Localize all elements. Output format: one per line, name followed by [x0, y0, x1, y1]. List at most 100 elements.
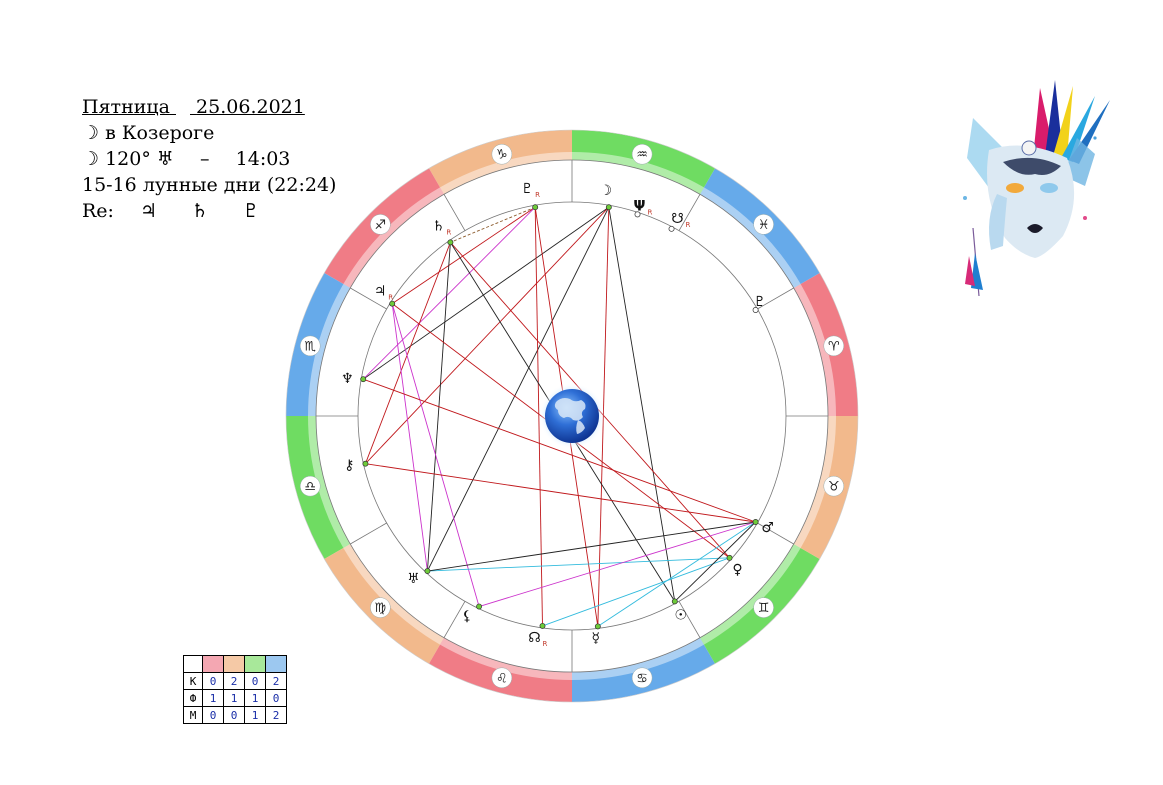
zodiac-sign-icon: ♈: [828, 339, 840, 354]
stat-cell: 2: [265, 672, 287, 690]
planet-glyph-icon: ☿: [592, 630, 601, 646]
aspect-line: [542, 557, 730, 627]
planet-glyph-icon: Ψ: [634, 198, 646, 214]
planet-markers: [360, 204, 759, 630]
air-color-cell: [244, 655, 266, 673]
retrograde-mark: R: [542, 640, 547, 648]
planet-glyph-icon: ☉: [674, 607, 687, 623]
retrograde-mark: R: [648, 208, 653, 216]
planet-marker: [389, 300, 396, 307]
planet-glyph-icon: ♄: [432, 218, 445, 234]
planet-marker: [671, 598, 678, 605]
zodiac-sign-icon: ♍: [375, 601, 387, 616]
stats-row-m: М 0 0 1 2: [183, 706, 287, 724]
planet-glyph-icon: ♆: [341, 371, 354, 387]
retrograde-line: Re: ♃ ♄ ♇: [82, 198, 336, 224]
planet-glyph-icon: ♂: [761, 520, 774, 536]
zodiac-sign-badge: [823, 475, 845, 497]
water-color-cell: [265, 655, 287, 673]
moon-sign-line: ☽ в Козероге: [82, 120, 336, 146]
retrograde-label: Re:: [82, 200, 114, 222]
zodiac-sign-icon: ♓: [758, 218, 770, 233]
aspect-line: [391, 303, 428, 572]
aspect-line: [427, 207, 610, 572]
zodiac-sign-badge: [823, 335, 845, 357]
aspect-line: [363, 378, 756, 523]
aspect-line: [478, 521, 756, 607]
planet-glyph-icon: ♃: [374, 284, 387, 300]
moon-sign-text: в Козероге: [105, 122, 215, 144]
stat-cell: 1: [202, 689, 224, 707]
row-label: К: [183, 672, 203, 690]
stats-row-k: К 0 2 0 2: [183, 672, 287, 690]
planet-glyph-icon: ☊: [528, 630, 540, 646]
planet-marker: [605, 204, 612, 211]
saturn-icon: ♄: [191, 200, 209, 222]
earth-color-cell: [223, 655, 245, 673]
retrograde-mark: R: [388, 294, 393, 302]
stat-cell: 0: [244, 672, 266, 690]
moon-aspect-icon: ☽: [82, 148, 100, 170]
zodiac-sign-badge: [753, 214, 774, 235]
aspect-line: [427, 521, 756, 572]
zodiac-sign-icon: ♑: [496, 148, 508, 163]
aspect-line: [674, 521, 756, 602]
zodiac-sign-badge: [370, 597, 391, 618]
aspect-line: [362, 206, 610, 380]
row-label: М: [183, 706, 203, 724]
zodiac-sign-badge: [370, 214, 391, 235]
aspect-time: 14:03: [235, 148, 291, 170]
planet-marker: [752, 519, 759, 525]
stat-cell: 0: [202, 672, 224, 690]
planet-marker: [594, 623, 601, 630]
zodiac-sign-badge: [631, 667, 653, 689]
aspect-line: [365, 206, 610, 464]
uranus-icon: ♅: [156, 148, 174, 170]
moon-aspect-line: ☽ 120° ♅ – 14:03: [82, 146, 336, 172]
aspect-line: [534, 207, 543, 626]
aspect-line: [365, 463, 756, 523]
zodiac-sign-badge: [299, 335, 321, 357]
date-info-panel: Пятница 25.06.2021 ☽ в Козероге ☽ 120° ♅…: [82, 94, 336, 224]
wolf-illustration: [963, 80, 1110, 297]
zodiac-sign-icon: ♐: [375, 218, 387, 233]
zodiac-sign-icon: ♉: [828, 480, 840, 495]
planet-marker: [668, 225, 675, 232]
planet-marker: [634, 211, 641, 218]
planet-glyph-icon: ⚷: [344, 458, 354, 474]
planet-glyph-icon: ☋: [671, 211, 683, 227]
aspect-dash: –: [200, 148, 210, 170]
planet-glyph-icon: ♅: [407, 571, 420, 587]
zodiac-sign-icon: ♏: [304, 339, 316, 354]
aspect-line: [391, 206, 536, 305]
planet-marker: [360, 376, 367, 383]
date-line: Пятница 25.06.2021: [82, 94, 336, 120]
zodiac-sign-icon: ♒: [636, 148, 648, 163]
stat-cell: 1: [223, 689, 245, 707]
weekday: Пятница: [82, 96, 170, 118]
stat-cell: 1: [244, 706, 266, 724]
element-stats-table: К 0 2 0 2 Ф 1 1 1 0 М 0 0 1 2: [183, 655, 287, 724]
stats-row-f: Ф 1 1 1 0: [183, 689, 287, 707]
aspect-line: [391, 303, 480, 607]
zodiac-sign-icon: ♌: [496, 671, 508, 686]
zodiac-sign-badge: [491, 143, 513, 165]
stat-cell: 0: [223, 706, 245, 724]
pluto-icon: ♇: [242, 200, 260, 222]
planet-glyph-icon: ♇: [753, 294, 766, 310]
lunar-days-line: 15-16 лунные дни (22:24): [82, 174, 337, 196]
row-label: Ф: [183, 689, 203, 707]
stat-cell: 0: [202, 706, 224, 724]
stats-header-row: [183, 655, 287, 673]
planet-glyph-icon: ♀: [732, 562, 742, 578]
date: 25.06.2021: [196, 96, 305, 118]
planet-marker: [539, 622, 546, 629]
planet-marker: [752, 307, 759, 313]
aspect-line: [365, 242, 451, 464]
retrograde-mark: R: [535, 191, 540, 199]
zodiac-sign-icon: ♎: [304, 480, 316, 495]
stat-cell: 2: [223, 672, 245, 690]
stat-cell: 1: [244, 689, 266, 707]
zodiac-sign-badge: [299, 475, 321, 497]
